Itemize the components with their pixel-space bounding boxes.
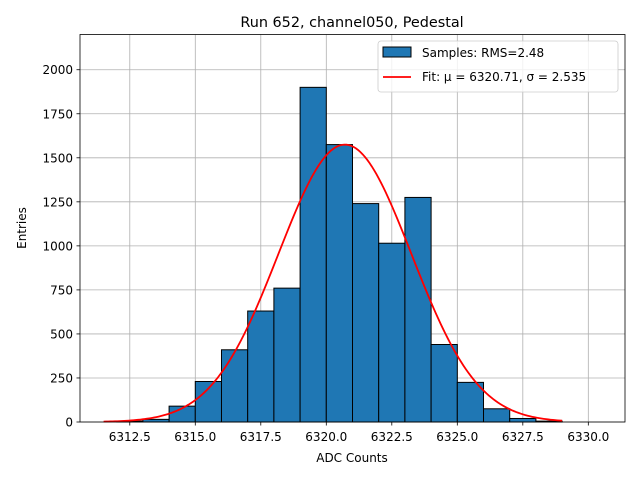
y-tick-label: 250 — [50, 371, 73, 385]
histogram-bar — [352, 203, 380, 423]
x-axis-ticks: 6312.5 6315.0 6317.5 6320.0 6322.5 6325.0 6327… — [109, 422, 609, 444]
x-tick-label: 6327.5 — [502, 430, 544, 444]
legend: Samples: RMS=2.48 Fit: μ = 6320.71, σ = … — [377, 40, 619, 93]
y-tick-label: 500 — [50, 327, 73, 341]
histogram-bar — [430, 344, 458, 423]
histogram-bar — [247, 310, 275, 423]
x-tick-label: 6330.0 — [567, 430, 609, 444]
y-tick-label: 1000 — [42, 239, 73, 253]
histogram-bar — [220, 349, 249, 423]
histogram-bar — [378, 242, 406, 423]
x-tick-label: 6312.5 — [109, 430, 151, 444]
fit-curve-layer — [103, 143, 563, 423]
y-tick-label: 1750 — [42, 107, 73, 121]
legend-label-fit: Fit: μ = 6320.71, σ = 2.535 — [422, 70, 586, 84]
histogram-bar — [273, 287, 301, 423]
y-tick-label: 750 — [50, 283, 73, 297]
x-tick-label: 6322.5 — [371, 430, 413, 444]
histogram-bars — [116, 86, 563, 423]
chart-title: Run 652, channel050, Pedestal — [240, 15, 463, 31]
y-tick-label: 2000 — [42, 63, 73, 77]
legend-label-samples: Samples: RMS=2.48 — [422, 46, 544, 60]
x-tick-label: 6317.5 — [240, 430, 282, 444]
histogram-bar — [509, 417, 537, 423]
plot-frame — [79, 34, 626, 423]
histogram-bar — [299, 86, 327, 423]
legend-swatch-samples — [382, 46, 412, 58]
histogram-bar — [404, 196, 432, 423]
y-tick-label: 0 — [65, 416, 73, 430]
y-axis-title: Entries — [15, 207, 29, 249]
y-tick-label: 1250 — [42, 195, 73, 209]
legend-box — [377, 40, 619, 93]
fit-curve — [103, 143, 563, 423]
histogram-bar — [456, 381, 485, 423]
x-axis-title: ADC Counts — [316, 451, 388, 465]
y-tick-label: 1500 — [42, 151, 73, 165]
histogram-bar — [325, 144, 353, 423]
histogram-bar — [483, 408, 511, 423]
x-tick-label: 6315.0 — [174, 430, 216, 444]
y-axis-ticks: 0 250 500 750 1000 1250 1500 1750 2000 — [42, 63, 80, 430]
x-tick-label: 6325.0 — [436, 430, 478, 444]
x-tick-label: 6320.0 — [305, 430, 347, 444]
